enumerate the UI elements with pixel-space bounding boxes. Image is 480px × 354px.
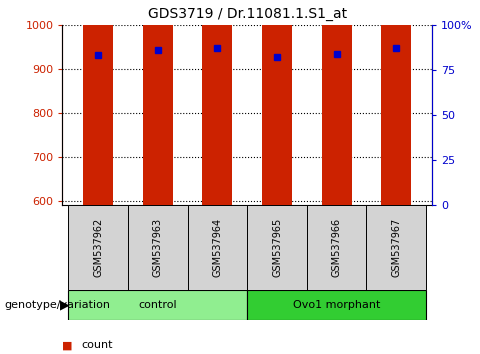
Text: GSM537965: GSM537965 <box>272 218 282 278</box>
Text: ▶: ▶ <box>60 299 70 312</box>
Text: ■: ■ <box>62 340 73 350</box>
Bar <box>188 205 247 290</box>
Bar <box>381 0 411 205</box>
Text: genotype/variation: genotype/variation <box>5 300 111 310</box>
Bar <box>247 290 426 320</box>
Text: GSM537967: GSM537967 <box>391 218 401 278</box>
Text: GSM537963: GSM537963 <box>153 218 163 278</box>
Bar <box>143 0 173 205</box>
Bar <box>381 48 411 354</box>
Text: Ovo1 morphant: Ovo1 morphant <box>293 300 380 310</box>
Text: control: control <box>138 300 177 310</box>
Text: GSM537962: GSM537962 <box>93 218 103 278</box>
Text: GSM537966: GSM537966 <box>332 218 342 278</box>
Text: GSM537964: GSM537964 <box>212 218 222 278</box>
Bar <box>68 205 128 290</box>
Bar <box>247 205 307 290</box>
Bar <box>128 205 188 290</box>
Bar <box>366 205 426 290</box>
Bar <box>203 0 232 205</box>
Bar <box>307 205 366 290</box>
Title: GDS3719 / Dr.11081.1.S1_at: GDS3719 / Dr.11081.1.S1_at <box>148 7 347 21</box>
Bar <box>68 290 247 320</box>
Bar <box>203 39 232 354</box>
Bar <box>143 72 173 354</box>
Text: count: count <box>82 340 113 350</box>
Bar <box>322 0 351 205</box>
Bar <box>83 0 113 205</box>
Bar <box>262 0 292 205</box>
Bar <box>83 142 113 354</box>
Bar <box>262 198 292 354</box>
Bar <box>322 93 351 354</box>
